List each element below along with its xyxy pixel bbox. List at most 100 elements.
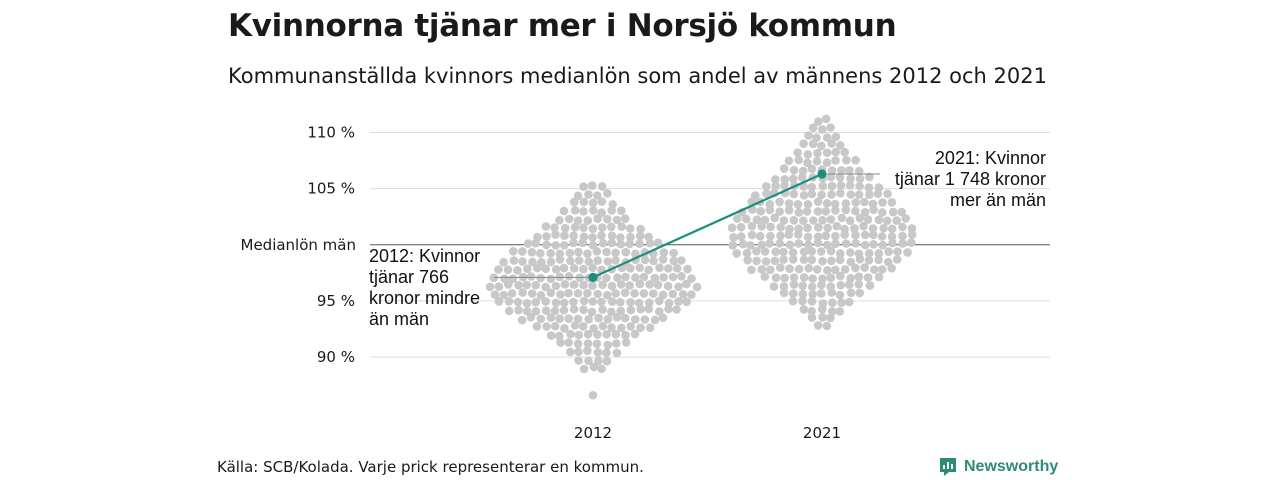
municipality-dot: [865, 172, 874, 182]
municipality-dot: [579, 305, 588, 315]
municipality-dot: [620, 288, 630, 298]
municipality-dot: [809, 216, 818, 225]
municipality-dot: [869, 240, 878, 249]
municipality-dot: [746, 241, 755, 250]
municipality-dot: [827, 181, 837, 191]
municipality-dot: [737, 232, 746, 241]
municipality-dot: [799, 139, 808, 148]
municipality-dot: [766, 222, 775, 232]
municipality-dot: [770, 256, 780, 266]
municipality-dot: [621, 272, 630, 282]
municipality-dot: [822, 321, 832, 331]
municipality-dot: [607, 231, 617, 241]
municipality-dot: [587, 307, 597, 317]
municipality-dot: [653, 238, 663, 248]
municipality-dot: [846, 248, 855, 257]
municipality-dot: [659, 248, 669, 257]
municipality-dot: [649, 256, 658, 266]
municipality-dot: [616, 306, 625, 316]
municipality-dot: [603, 257, 613, 266]
municipality-dot: [564, 214, 574, 224]
municipality-dot: [831, 147, 840, 157]
annotation-2012-line: kronor mindre: [369, 288, 480, 308]
municipality-dot: [669, 256, 679, 266]
municipality-dot: [836, 271, 845, 281]
municipality-dot: [569, 304, 579, 314]
municipality-dot: [631, 249, 640, 259]
municipality-dot: [794, 208, 804, 217]
municipality-dot: [554, 331, 564, 341]
municipality-dot: [798, 166, 808, 176]
municipality-dot: [827, 256, 836, 266]
municipality-dot: [888, 238, 897, 248]
municipality-dot: [626, 264, 635, 273]
municipality-dot: [658, 313, 668, 323]
municipality-dot: [798, 281, 807, 291]
municipality-dot: [626, 298, 635, 307]
municipality-dot: [612, 348, 622, 358]
municipality-dot: [860, 230, 870, 240]
municipality-dot: [803, 150, 813, 159]
municipality-dot: [664, 304, 673, 314]
municipality-dot: [503, 265, 513, 275]
highlight-series: [588, 169, 827, 282]
highlight-point: [817, 169, 827, 179]
municipality-dot: [842, 155, 851, 165]
municipality-dot: [836, 280, 845, 290]
municipality-dot: [827, 288, 837, 297]
municipality-dot: [845, 181, 855, 190]
municipality-dot: [603, 340, 613, 350]
municipality-dot: [546, 257, 556, 267]
municipality-dot: [804, 131, 813, 140]
municipality-dot: [784, 156, 794, 166]
municipality-dot: [574, 247, 583, 257]
municipality-dot: [546, 288, 556, 298]
municipality-dot: [649, 289, 658, 298]
municipality-dot: [560, 324, 569, 333]
municipality-dot: [874, 249, 884, 258]
municipality-dot: [874, 215, 884, 225]
municipality-dot: [851, 155, 860, 165]
municipality-dot: [526, 272, 536, 281]
municipality-dot: [588, 224, 598, 233]
annotation-2012-line: tjänar 766: [369, 267, 449, 287]
municipality-dot: [542, 240, 551, 250]
municipality-dot: [793, 200, 803, 209]
municipality-dot: [818, 215, 827, 225]
municipality-dot: [584, 315, 593, 324]
municipality-dot: [570, 206, 580, 215]
municipality-dot: [607, 238, 617, 248]
municipality-dot: [803, 200, 813, 209]
municipality-dot: [514, 280, 523, 290]
municipality-dot: [573, 314, 583, 324]
municipality-dot: [514, 305, 523, 315]
connector-lines: [494, 173, 880, 278]
municipality-dot: [821, 231, 831, 241]
municipality-dot: [551, 281, 561, 291]
brand-name: Newsworthy: [964, 458, 1059, 475]
municipality-dot: [804, 263, 813, 273]
municipality-dot: [645, 323, 655, 333]
municipality-dot: [556, 338, 565, 347]
municipality-dot: [682, 297, 691, 307]
municipality-dot: [813, 238, 823, 248]
municipality-dot: [589, 206, 598, 215]
municipality-dot: [865, 281, 875, 290]
municipality-dot: [635, 263, 645, 273]
municipality-dot: [682, 279, 691, 289]
municipality-dot: [760, 247, 770, 256]
municipality-dot: [854, 272, 864, 282]
municipality-dot: [837, 213, 847, 223]
municipality-dot: [536, 249, 545, 258]
municipality-dot: [570, 321, 580, 330]
municipality-dot: [578, 238, 588, 248]
municipality-dot: [807, 306, 816, 316]
municipality-dot: [542, 232, 551, 241]
municipality-dot: [620, 214, 630, 223]
municipality-dot: [757, 265, 767, 274]
municipality-dot: [616, 280, 626, 289]
municipality-dot: [489, 273, 499, 283]
municipality-dot: [593, 348, 603, 357]
municipality-dot: [817, 280, 826, 290]
municipality-dot: [901, 214, 910, 223]
